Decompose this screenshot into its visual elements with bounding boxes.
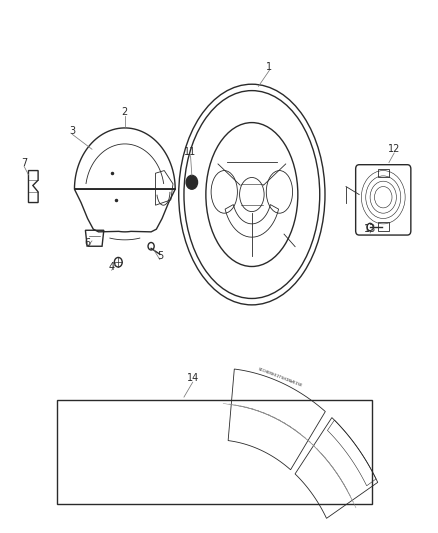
Text: 13: 13 [364, 224, 376, 234]
Text: 1: 1 [266, 62, 272, 71]
Text: SICHERHEITSHINWEISE: SICHERHEITSHINWEISE [258, 367, 304, 388]
Text: 3: 3 [69, 126, 75, 135]
Text: 4: 4 [109, 262, 115, 271]
Text: 11: 11 [184, 147, 197, 157]
Text: 5: 5 [157, 251, 163, 261]
Text: 12: 12 [388, 144, 400, 154]
Text: 14: 14 [187, 374, 199, 383]
Text: 2: 2 [122, 107, 128, 117]
Circle shape [186, 175, 198, 189]
Text: 6: 6 [85, 238, 91, 247]
Text: 7: 7 [21, 158, 27, 167]
Bar [57, 400, 372, 504]
